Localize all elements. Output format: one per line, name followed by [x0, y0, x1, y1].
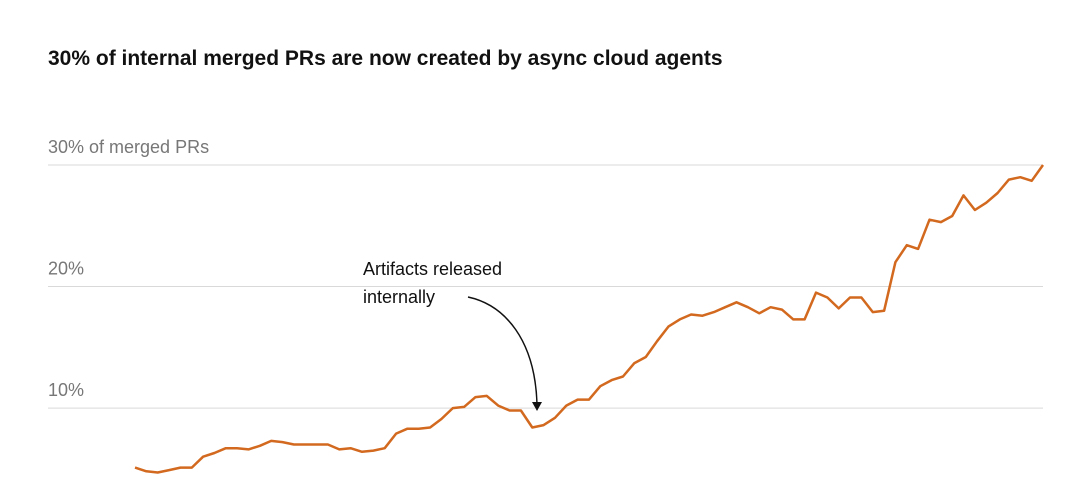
y-tick-label: 30% of merged PRs	[48, 137, 209, 157]
data-line	[134, 164, 1045, 474]
annotation-arrow	[467, 296, 538, 405]
chart-title: 30% of internal merged PRs are now creat…	[48, 47, 723, 70]
arrow-head	[532, 402, 542, 411]
y-tick-label: 20%	[48, 259, 84, 279]
annotation-line: Artifacts released	[363, 259, 502, 279]
y-tick-label: 10%	[48, 380, 84, 400]
annotation-line: internally	[363, 287, 435, 307]
